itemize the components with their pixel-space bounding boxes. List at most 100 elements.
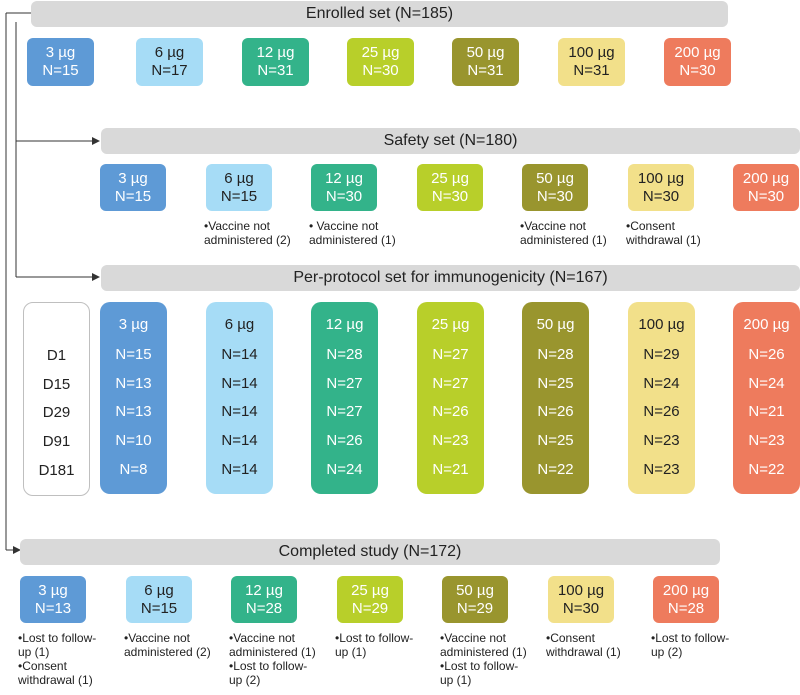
dose-label: 100 µg [557,581,605,599]
n-count: N=28 [245,599,283,617]
dose-label: 12 µg [325,316,364,333]
safety-group-12ug: 12 µg N=30 [311,164,377,211]
n-count: N=15 [114,187,152,205]
n-count: N=28 [537,346,574,363]
note-line: administered (1) [309,233,396,247]
enrolled-group-100ug: 100 µg N=31 [558,38,625,86]
safety-note-100ug: •Consent withdrawal (1) [626,219,701,247]
completed-note-200ug: •Lost to follow-up (2) [651,631,729,659]
n-count: N=30 [679,62,716,79]
enrolled-group-6ug: 6 µg N=17 [136,38,203,86]
note-line: •Vaccine not [229,631,296,645]
note-line: up (1) [440,673,472,687]
n-count: N=21 [748,403,785,420]
n-count: N=27 [326,403,363,420]
n-count: N=29 [456,599,494,617]
n-count: N=24 [643,375,680,392]
completed-group-100ug: 100 µg N=30 [548,576,614,623]
n-count: N=23 [748,432,785,449]
perprotocol-banner: Per-protocol set for immunogenicity (N=1… [101,265,800,291]
completed-group-3ug: 3 µg N=13 [20,576,86,623]
note-line: administered (1) [520,233,607,247]
completed-note-100ug: •Consent withdrawal (1) [546,631,621,659]
note-line: withdrawal (1) [18,673,93,687]
dose-label: 3 µg [118,316,149,333]
safety-group-200ug: 200 µg N=30 [733,164,799,211]
n-count: N=14 [221,375,258,392]
note-line: withdrawal (1) [626,233,701,247]
n-count: N=29 [643,346,680,363]
n-count: N=30 [536,187,574,205]
n-count: N=31 [467,62,504,79]
dose-label: 12 µg [245,581,283,599]
enrolled-banner: Enrolled set (N=185) [31,1,728,27]
n-count: N=28 [326,346,363,363]
timepoint-d181: D181 [38,462,75,479]
safety-group-50ug: 50 µg N=30 [522,164,588,211]
n-count: N=30 [642,187,680,205]
n-count: N=15 [220,187,258,205]
n-count: N=28 [667,599,705,617]
completed-note-12ug: •Vaccine not administered (1) •Lost to fol… [229,631,316,687]
n-count: N=30 [562,599,600,617]
completed-note-6ug: •Vaccine not administered (2) [124,631,211,659]
timepoint-d29: D29 [42,404,71,421]
n-count: N=15 [140,599,178,617]
note-line: administered (2) [204,233,291,247]
dose-label: 100 µg [637,169,685,187]
perprotocol-group-6ug: 6 µg N=14 N=14 N=14 N=14 N=14 [206,302,273,494]
perprotocol-group-100ug: 100 µg N=29 N=24 N=26 N=23 N=23 [628,302,695,494]
completed-group-12ug: 12 µg N=28 [231,576,297,623]
n-count: N=17 [151,62,188,79]
n-count: N=23 [643,432,680,449]
n-count: N=30 [362,62,399,79]
dose-label: 6 µg [224,316,255,333]
completed-note-50ug: •Vaccine not administered (1) •Lost to fol… [440,631,527,687]
n-count: N=24 [326,461,363,478]
note-line: •Lost to follow- [440,659,519,673]
n-count: N=26 [537,403,574,420]
dose-label: 50 µg [536,169,574,187]
n-count: N=30 [431,187,469,205]
n-count: N=26 [748,346,785,363]
completed-note-3ug: •Lost to follow-up (1) •Consent withdrawal… [18,631,96,687]
note-line: administered (2) [124,645,211,659]
n-count: N=23 [643,461,680,478]
safety-group-100ug: 100 µg N=30 [628,164,694,211]
n-count: N=27 [432,346,469,363]
dose-label: 50 µg [466,44,505,61]
dose-label: 25 µg [361,44,400,61]
note-line: •Lost to follow- [651,631,730,645]
perprotocol-group-50ug: 50 µg N=28 N=25 N=26 N=25 N=22 [522,302,589,494]
n-count: N=24 [748,375,785,392]
n-count: N=31 [573,62,610,79]
perprotocol-group-12ug: 12 µg N=28 N=27 N=27 N=26 N=24 [311,302,378,494]
dose-label: 6 µg [224,169,254,187]
completed-group-50ug: 50 µg N=29 [442,576,508,623]
enrolled-group-50ug: 50 µg N=31 [452,38,519,86]
safety-banner: Safety set (N=180) [101,128,800,154]
dose-label: 50 µg [536,316,575,333]
enrolled-group-25ug: 25 µg N=30 [347,38,414,86]
completed-group-200ug: 200 µg N=28 [653,576,719,623]
enrolled-group-3ug: 3 µg N=15 [27,38,94,86]
n-count: N=15 [42,62,79,79]
dose-label: 3 µg [118,169,148,187]
note-line: • Vaccine not [309,219,379,233]
n-count: N=23 [432,432,469,449]
completed-note-25ug: •Lost to follow-up (1) [335,631,413,659]
dose-label: 200 µg [743,316,790,333]
note-line: •Consent [626,219,675,233]
completed-group-6ug: 6 µg N=15 [126,576,192,623]
n-count: N=26 [432,403,469,420]
n-count: N=14 [221,461,258,478]
dose-label: 6 µg [144,581,174,599]
n-count: N=31 [257,62,294,79]
n-count: N=21 [432,461,469,478]
completed-group-25ug: 25 µg N=29 [337,576,403,623]
safety-note-50ug: •Vaccine not administered (1) [520,219,607,247]
note-line: •Vaccine not [440,631,507,645]
safety-group-6ug: 6 µg N=15 [206,164,272,211]
dose-label: 50 µg [456,581,494,599]
dose-label: 25 µg [431,316,470,333]
